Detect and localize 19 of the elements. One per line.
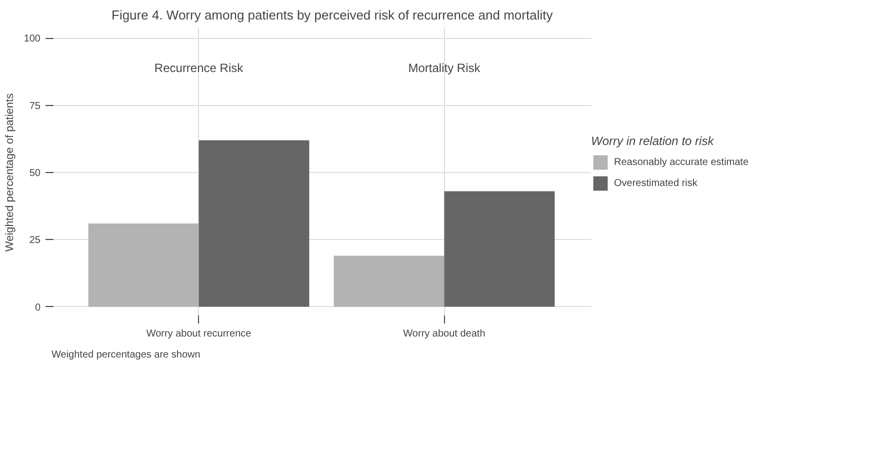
y-tick-label: 100: [24, 34, 41, 45]
bar: [444, 191, 555, 307]
y-tick-label: 75: [29, 100, 41, 112]
y-tick-label: 0: [34, 302, 41, 314]
bar: [334, 256, 444, 307]
annotation: Recurrence Risk: [154, 61, 244, 76]
y-tick-label: 25: [29, 235, 41, 246]
legend-label: Reasonably accurate estimate: [614, 156, 749, 168]
chart-title: Figure 4. Worry among patients by perceived risk of recurrence and mortality: [112, 8, 554, 22]
legend-title: Worry in relation to risk: [591, 134, 715, 148]
y-tick-label: 50: [29, 168, 41, 179]
x-tick-label: Worry about death: [403, 328, 486, 340]
bar: [88, 224, 199, 307]
y-axis-title: Weighted percentage of patients: [4, 92, 16, 252]
x-tick-label: Worry about recurrence: [146, 328, 252, 340]
text: Weighted percentages are shown: [52, 350, 200, 360]
bar: [198, 140, 310, 307]
legend-label: Overestimated risk: [614, 178, 698, 188]
annotation: Mortality Risk: [408, 61, 482, 76]
